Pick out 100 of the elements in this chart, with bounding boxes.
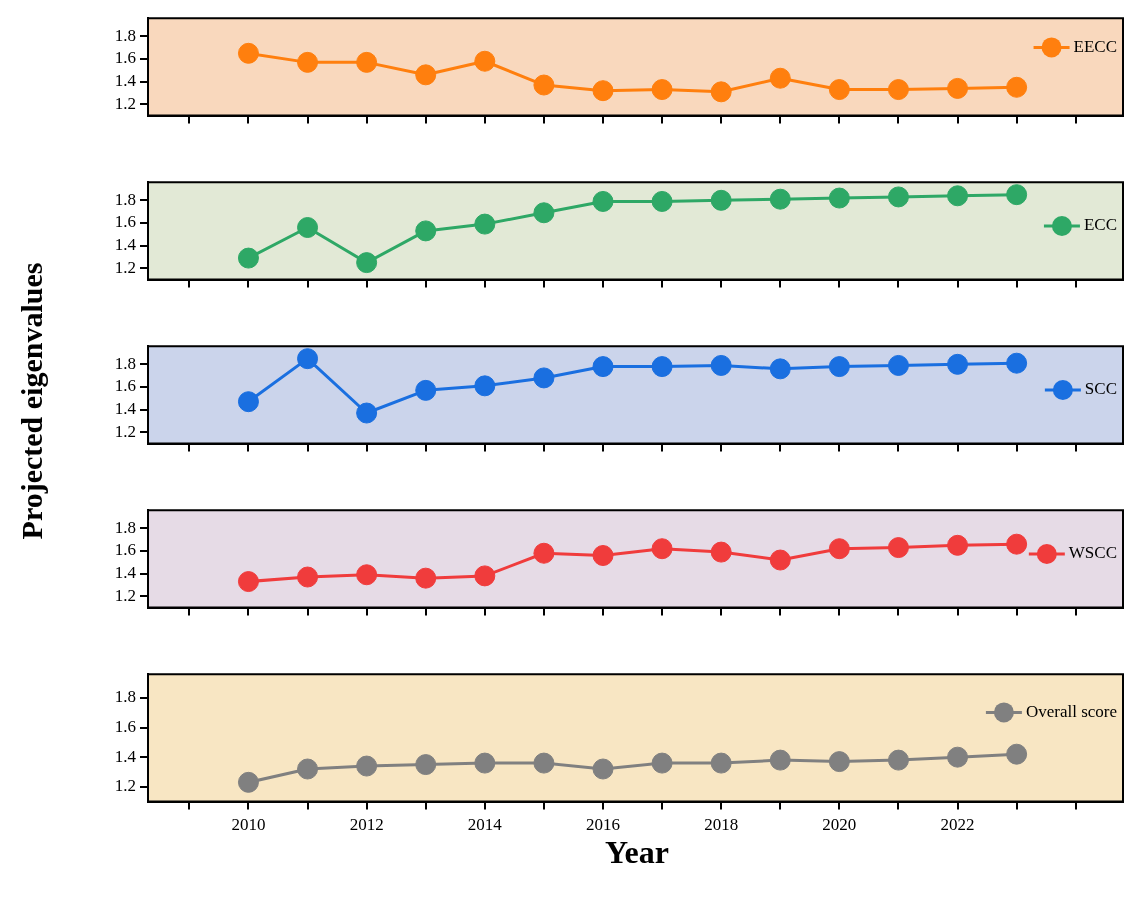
point [769,188,791,210]
point [651,752,673,774]
y-tick-label: 1.6 [114,212,136,232]
point [828,187,850,209]
point [415,754,437,776]
x-tick-label: 2012 [349,815,384,835]
y-tick-label: 1.8 [114,189,136,209]
point [533,367,555,389]
y-tick-label: 1.6 [114,540,136,560]
point [710,354,732,376]
point [474,565,496,587]
point [592,356,614,378]
point [1006,184,1028,206]
point [947,185,969,207]
y-tick-label: 1.8 [114,353,136,373]
point [356,564,378,586]
point [887,537,909,559]
point [356,402,378,424]
point [651,190,673,212]
legend-label: SCC [1084,379,1118,399]
y-tick-label: 1.2 [114,585,136,605]
point [297,566,319,588]
y-tick-label: 1.4 [114,746,137,766]
point [237,42,259,64]
y-tick-label: 1.4 [114,71,137,91]
point [887,79,909,101]
point [474,213,496,235]
point [297,217,319,238]
point [947,746,969,768]
point [651,356,673,378]
y-tick-label: 1.4 [114,563,137,583]
point [769,549,791,571]
point [356,51,378,73]
point [592,80,614,102]
point [237,391,259,413]
point [769,358,791,380]
x-tick-label: 2022 [940,815,975,835]
point [1006,76,1028,98]
point [769,749,791,771]
point [651,538,673,560]
point [474,50,496,72]
point [710,189,732,211]
x-axis-title: Year [604,834,670,871]
point [828,751,850,773]
y-tick-label: 1.2 [114,776,136,796]
y-tick-label: 1.8 [114,25,136,45]
point [1006,743,1028,765]
point [651,79,673,101]
point [947,353,969,375]
y-tick-label: 1.2 [114,257,136,277]
point [710,752,732,774]
point [474,375,496,397]
point [297,348,319,370]
legend-label: WSCC [1068,543,1118,563]
y-tick-label: 1.6 [114,376,136,396]
point [474,752,496,774]
point [415,379,437,401]
point [533,202,555,224]
point [297,51,319,73]
point [947,534,969,556]
x-tick-label: 2016 [586,815,620,835]
y-tick-label: 1.2 [114,421,136,441]
point [1006,533,1028,555]
point [828,538,850,560]
y-tick-label: 1.6 [114,48,136,68]
point [356,755,378,777]
x-tick-label: 2018 [704,815,739,835]
y-tick-label: 1.4 [114,399,137,419]
x-tick-label: 2020 [822,815,857,835]
point [237,247,259,269]
y-tick-label: 1.4 [114,235,137,255]
point [887,354,909,376]
y-tick-label: 1.8 [114,687,136,707]
y-tick-label: 1.2 [114,93,136,113]
point [415,220,437,242]
point [592,545,614,566]
point [356,252,378,274]
point [415,567,437,589]
point [1006,352,1028,374]
point [710,541,732,563]
point [533,752,555,774]
x-tick-label: 2014 [467,815,503,835]
legend-label: Overall score [1025,701,1117,721]
point [297,758,319,780]
point [947,77,969,99]
y-tick-label: 1.6 [114,717,136,736]
legend-label: EECC [1073,36,1118,56]
point [237,771,259,793]
point [887,186,909,208]
point [533,542,555,564]
point [592,190,614,212]
y-axis-title: Projected eigenvalues [15,261,49,542]
point [592,758,614,780]
x-tick-label: 2010 [231,815,266,835]
point [533,74,555,96]
point [710,81,732,103]
legend-label: ECC [1083,215,1117,235]
y-tick-label: 1.8 [114,517,136,537]
point [769,67,791,89]
point [828,356,850,378]
